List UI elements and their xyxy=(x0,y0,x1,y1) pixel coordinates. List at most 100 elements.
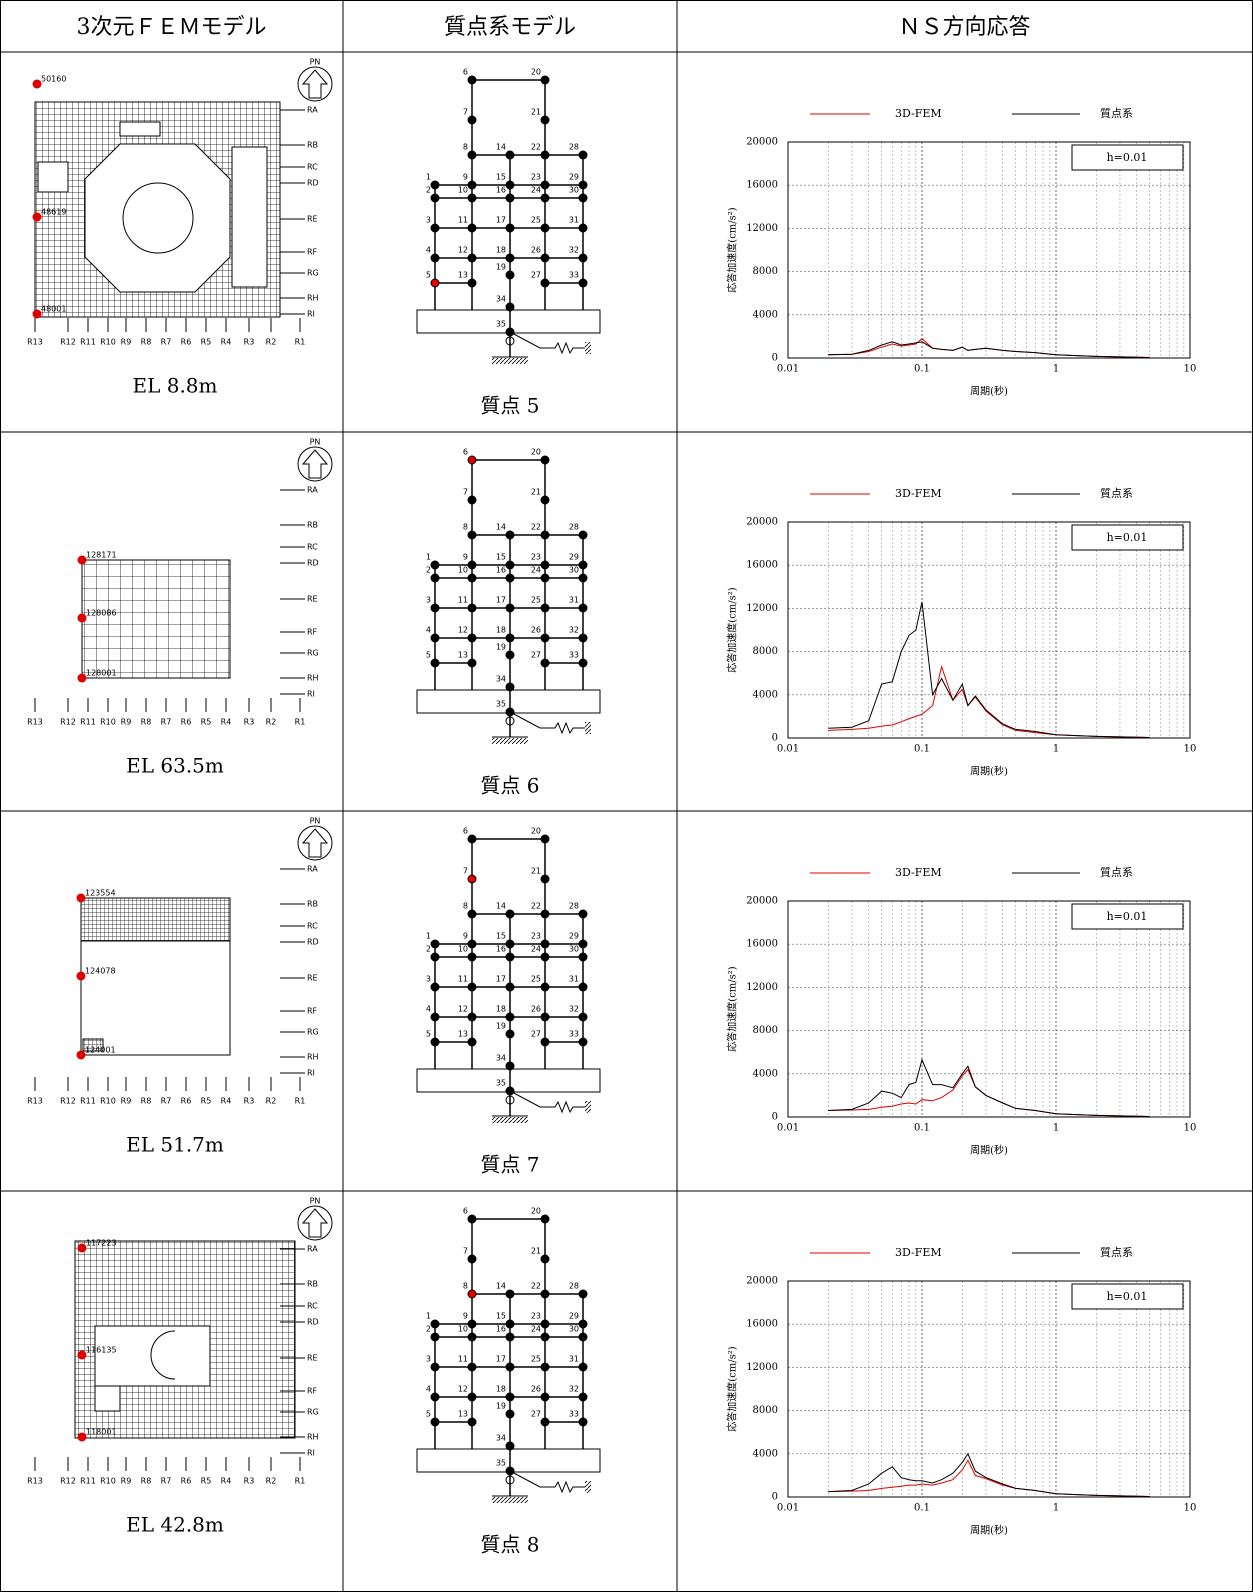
mass-node xyxy=(505,1409,515,1419)
mass-node-label: 15 xyxy=(496,173,506,182)
mass-node xyxy=(540,1392,550,1402)
grid-col-label: R10 xyxy=(100,1477,116,1486)
mass-node-label: 12 xyxy=(458,1385,468,1394)
mass-node-label: 24 xyxy=(531,186,541,195)
mass-node-label: 22 xyxy=(531,1282,541,1291)
mass-node xyxy=(467,1254,477,1264)
x-tick-label: 0.1 xyxy=(914,744,930,755)
annotation-box xyxy=(1071,524,1184,551)
mass-node xyxy=(467,909,477,919)
mass-node xyxy=(540,253,550,263)
opening xyxy=(94,1325,211,1387)
mass-node xyxy=(540,150,550,160)
mass-node xyxy=(578,253,588,263)
mass-node xyxy=(505,650,515,660)
grid-row-label: RD xyxy=(307,938,319,947)
mass-node-label: 21 xyxy=(531,867,541,876)
fem-mesh xyxy=(34,101,281,318)
fem-node-label: 117223 xyxy=(86,1239,117,1248)
x-tick-label: 10 xyxy=(1184,364,1197,375)
mass-node xyxy=(540,180,550,190)
legend-label: 質点系 xyxy=(1100,865,1133,879)
mass-node xyxy=(505,1086,515,1096)
x-tick-label: 10 xyxy=(1184,1503,1197,1514)
fem-node-marker xyxy=(77,1350,87,1360)
mass-node xyxy=(467,1037,477,1047)
series-line xyxy=(828,601,1150,738)
grid-row-label: RF xyxy=(307,1007,318,1016)
mass-node-label: 12 xyxy=(458,246,468,255)
grid-row-label: RE xyxy=(307,595,318,604)
mass-node-label: 20 xyxy=(531,68,541,77)
opening xyxy=(37,161,69,193)
mass-node xyxy=(505,1362,515,1372)
mass-node-label: 26 xyxy=(531,1005,541,1014)
mass-node xyxy=(578,658,588,668)
mass-node-label: 14 xyxy=(496,1282,506,1291)
fem-node-label: 50160 xyxy=(41,75,66,84)
mass-node xyxy=(505,150,515,160)
mass-node xyxy=(467,939,477,949)
mass-node-label: 25 xyxy=(531,975,541,984)
mass-node-label: 34 xyxy=(496,1054,506,1063)
grid-col-label: R9 xyxy=(121,718,132,727)
ground xyxy=(492,1117,528,1123)
mass-node-label: 7 xyxy=(463,108,468,117)
plot-frame xyxy=(787,900,1191,1118)
y-tick-label: 8000 xyxy=(753,1405,778,1416)
mass-node xyxy=(430,223,440,233)
mass-node xyxy=(505,560,515,570)
mass-node xyxy=(540,1037,550,1047)
mass-node-label: 18 xyxy=(496,626,506,635)
grid-row-label: RD xyxy=(307,1318,319,1327)
grid-col-label: R3 xyxy=(244,1097,255,1106)
mesh-area xyxy=(80,897,231,942)
grid-row-label: RI xyxy=(307,1449,315,1458)
y-tick-label: 20000 xyxy=(746,137,778,148)
grid-col-label: R5 xyxy=(201,1477,212,1486)
ground xyxy=(492,1497,528,1503)
mass-node-label: 19 xyxy=(496,643,506,652)
fem-node-label: 118001 xyxy=(86,1428,117,1437)
mass-node-label: 5 xyxy=(426,271,431,280)
grid-col-label: R2 xyxy=(266,718,277,727)
mass-node xyxy=(505,180,515,190)
grid-row-label: RA xyxy=(307,106,318,115)
mass-node-label: 6 xyxy=(463,1207,468,1216)
mass-node xyxy=(578,180,588,190)
fem-node-label: 48001 xyxy=(41,305,66,314)
y-axis-label: 応答加速度(cm/s²) xyxy=(726,1346,739,1431)
grid-col-label: R13 xyxy=(27,718,43,727)
mass-node xyxy=(578,1417,588,1427)
mass-node-label: 24 xyxy=(531,945,541,954)
grid-row-label: RC xyxy=(307,922,318,931)
mass-node xyxy=(430,180,440,190)
mass-node-label: 30 xyxy=(569,945,579,954)
mass-node-label: 4 xyxy=(426,1005,431,1014)
mass-node xyxy=(430,1319,440,1329)
x-tick-label: 10 xyxy=(1184,744,1197,755)
mass-node-label: 10 xyxy=(458,945,468,954)
x-axis-label: 周期(秒) xyxy=(970,765,1008,778)
mass-node xyxy=(505,1441,515,1451)
mass-node xyxy=(578,1289,588,1299)
grid-col-label: R4 xyxy=(221,338,232,347)
core-octagon xyxy=(84,143,231,293)
mass-node xyxy=(467,874,477,884)
grid-col-label: R2 xyxy=(266,338,277,347)
mass-node xyxy=(540,1254,550,1264)
elevation-label: EL 8.8m xyxy=(132,374,217,398)
mass-node xyxy=(540,223,550,233)
rotational-spring xyxy=(505,716,515,726)
mass-node-label: 31 xyxy=(569,975,579,984)
y-tick-label: 12000 xyxy=(746,1362,778,1373)
mass-node-label: 2 xyxy=(426,945,431,954)
mass-node-label: 6 xyxy=(463,448,468,457)
mass-node xyxy=(505,952,515,962)
mass-node xyxy=(505,1319,515,1329)
mass-node xyxy=(467,560,477,570)
x-tick-label: 1 xyxy=(1053,364,1059,375)
mass-node xyxy=(578,982,588,992)
mass-node-label: 29 xyxy=(569,932,579,941)
elevation-label: EL 42.8m xyxy=(126,1513,224,1537)
